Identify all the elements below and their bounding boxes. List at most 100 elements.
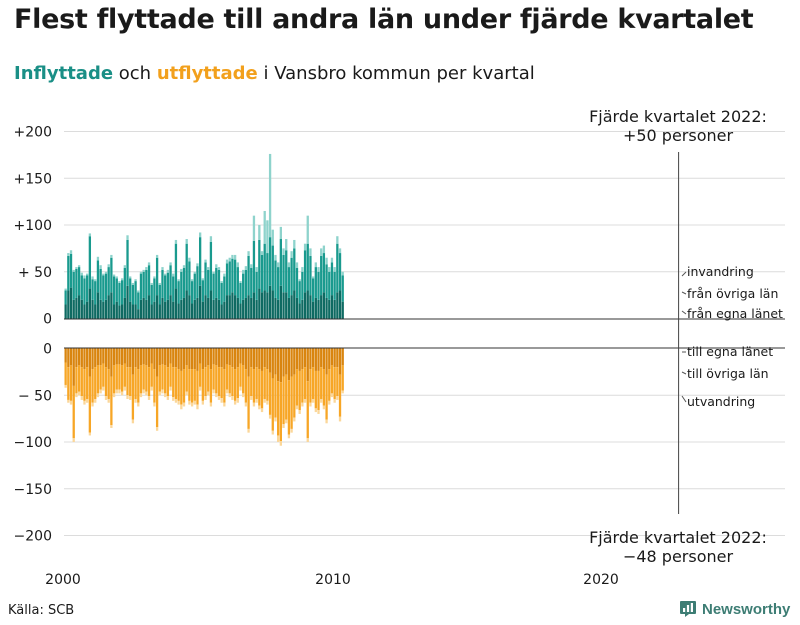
bar-out-other: [185, 365, 188, 392]
bar-in-immigration: [314, 262, 317, 268]
bar-in-immigration: [309, 248, 312, 256]
bar-out-own: [255, 348, 258, 368]
bar-out-emigration: [155, 427, 159, 431]
bar-out-other: [274, 374, 277, 418]
bar-out-own: [104, 348, 108, 368]
bar-out-own: [277, 348, 280, 382]
annotation-bottom-line2: −48 personer: [623, 547, 734, 566]
bar-out-other: [67, 367, 70, 400]
bar-in-immigration: [268, 153, 272, 238]
bar-in-own: [223, 301, 226, 319]
bar-in-immigration: [164, 273, 167, 276]
bar-in-own: [306, 290, 309, 319]
bar-out-emigration: [247, 428, 250, 433]
bar-out-own: [271, 348, 274, 379]
bar-in-other: [112, 276, 116, 305]
bar-out-emigration: [266, 400, 269, 405]
bar-in-immigration: [228, 257, 231, 262]
bar-out-other: [263, 367, 266, 399]
bar-out-own: [190, 348, 194, 370]
bar-out-emigration: [75, 393, 78, 398]
bar-in-own: [80, 299, 83, 319]
bar-in-own: [158, 304, 161, 319]
y-tick-label-top: +100: [14, 218, 52, 234]
bar-in-own: [182, 297, 186, 319]
bar-out-own: [231, 348, 234, 368]
bar-out-own: [207, 348, 210, 366]
subtitle-in-word: Inflyttade: [14, 63, 114, 84]
bar-in-own: [215, 297, 218, 319]
bar-out-emigration: [172, 397, 175, 401]
bar-out-own: [293, 348, 296, 375]
bar-out-other: [91, 369, 94, 403]
bar-out-own: [266, 348, 269, 370]
bar-out-other: [260, 370, 264, 409]
bar-in-immigration: [75, 267, 78, 269]
bar-out-other: [201, 369, 204, 401]
bar-in-own: [88, 288, 92, 319]
bar-out-other: [94, 367, 97, 399]
bar-out-other: [287, 380, 291, 435]
bar-in-immigration: [69, 250, 73, 254]
bar-in-other: [131, 284, 135, 305]
bar-in-other: [67, 255, 70, 291]
bar-in-other: [123, 268, 126, 298]
bar-in-immigration: [236, 262, 239, 268]
bar-out-other: [145, 365, 148, 392]
bar-out-emigration: [239, 386, 242, 391]
bar-out-emigration: [180, 404, 183, 410]
bar-out-emigration: [263, 398, 266, 403]
bar-in-other: [317, 271, 320, 300]
bar-in-immigration: [107, 264, 110, 268]
bar-in-own: [258, 288, 261, 319]
bar-in-other: [164, 275, 167, 302]
bar-out-other: [220, 367, 223, 399]
bar-out-emigration: [314, 408, 317, 413]
bar-in-own: [260, 292, 264, 319]
bar-in-own: [115, 301, 118, 319]
bar-in-other: [293, 248, 296, 291]
annotation-top-line2: +50 personer: [623, 126, 734, 145]
bar-out-emigration: [268, 414, 272, 419]
bar-out-other: [107, 369, 110, 399]
bar-in-other: [120, 280, 124, 305]
bar-in-immigration: [285, 239, 288, 251]
bar-out-other: [277, 381, 280, 436]
bar-out-other: [153, 369, 156, 403]
bar-out-emigration: [274, 417, 277, 422]
bar-out-own: [322, 348, 326, 370]
bar-out-own: [155, 348, 159, 377]
bar-out-emigration: [110, 425, 113, 428]
bar-out-other: [204, 367, 207, 397]
bar-in-immigration: [64, 288, 67, 291]
bar-in-immigration: [217, 267, 221, 270]
bar-out-emigration: [333, 398, 336, 403]
bar-out-other: [155, 376, 159, 428]
bar-in-immigration: [330, 257, 334, 263]
bar-out-other: [301, 369, 304, 403]
bar-in-own: [129, 301, 132, 319]
bar-out-own: [295, 348, 299, 370]
bar-in-immigration: [247, 251, 250, 256]
bar-in-other: [204, 262, 207, 296]
bar-out-other: [75, 367, 78, 394]
bar-out-other: [333, 367, 336, 399]
bar-out-own: [158, 348, 161, 366]
bar-out-other: [228, 365, 231, 394]
bar-in-own: [164, 301, 167, 319]
bar-out-emigration: [123, 386, 126, 391]
bar-in-immigration: [80, 272, 83, 276]
bar-out-emigration: [139, 393, 143, 398]
bar-out-emigration: [236, 398, 239, 403]
bar-in-other: [320, 255, 323, 296]
bar-out-emigration: [217, 396, 221, 400]
bar-in-own: [207, 297, 210, 319]
bar-in-own: [142, 297, 145, 319]
bar-out-own: [147, 348, 151, 368]
bar-out-own: [77, 348, 81, 366]
bar-out-other: [338, 374, 342, 417]
bar-in-immigration: [126, 235, 129, 240]
bar-out-emigration: [112, 393, 116, 398]
bar-out-own: [72, 348, 75, 386]
bar-out-emigration: [330, 393, 334, 398]
